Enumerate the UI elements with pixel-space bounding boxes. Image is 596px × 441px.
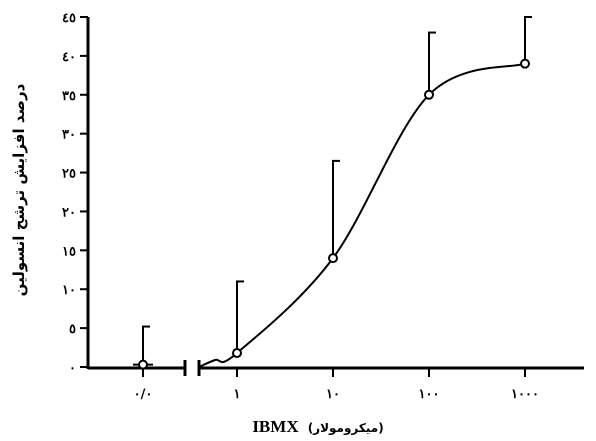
y-tick-label: ٤٠ [62,50,76,65]
x-axis-title: IBMX (میکرومولار) [252,417,383,436]
y-tick-label: ٢٥ [62,167,76,182]
y-axis: ٠ ٥ ١٠ ١٥ ٢٠ ٢٥ ٣٠ ٣٥ ٤٠ ٤٥ [62,11,90,376]
x-tick-label: ١٠٠٠ [511,387,539,402]
y-tick-label: ٢٠ [62,205,76,220]
x-tick-label: ٠/٠ [134,387,153,402]
x-tick-label: ١٠ [326,387,340,402]
y-tick-label: ٥ [69,322,76,337]
y-tick-label: ١٥ [62,244,76,259]
y-axis-title: درصد افزایش ترشح انسولین [10,83,28,296]
y-tick-label: ١٠ [62,283,76,298]
data-markers [133,58,530,370]
x-tick-label: ١ [234,387,241,402]
x-axis: ٠/٠ ١ ١٠ ١٠٠ ١٠٠٠ [88,360,584,402]
x-axis-title-unit: (میکرومولار) [308,421,384,436]
y-tick-label: ٣٠ [62,128,76,143]
y-tick-label: ٠ [69,361,76,376]
x-tick-label: ١٠٠ [419,387,440,402]
y-tick-label: ٤٥ [62,11,76,26]
data-point [520,58,530,69]
x-axis-title-main: IBMX [252,417,299,436]
series-line [198,62,526,368]
data-point [232,348,242,358]
y-tick-label: ٣٥ [62,89,76,104]
data-point [138,359,148,370]
data-point [424,89,434,100]
error-bars [142,16,532,365]
data-point [328,253,338,264]
